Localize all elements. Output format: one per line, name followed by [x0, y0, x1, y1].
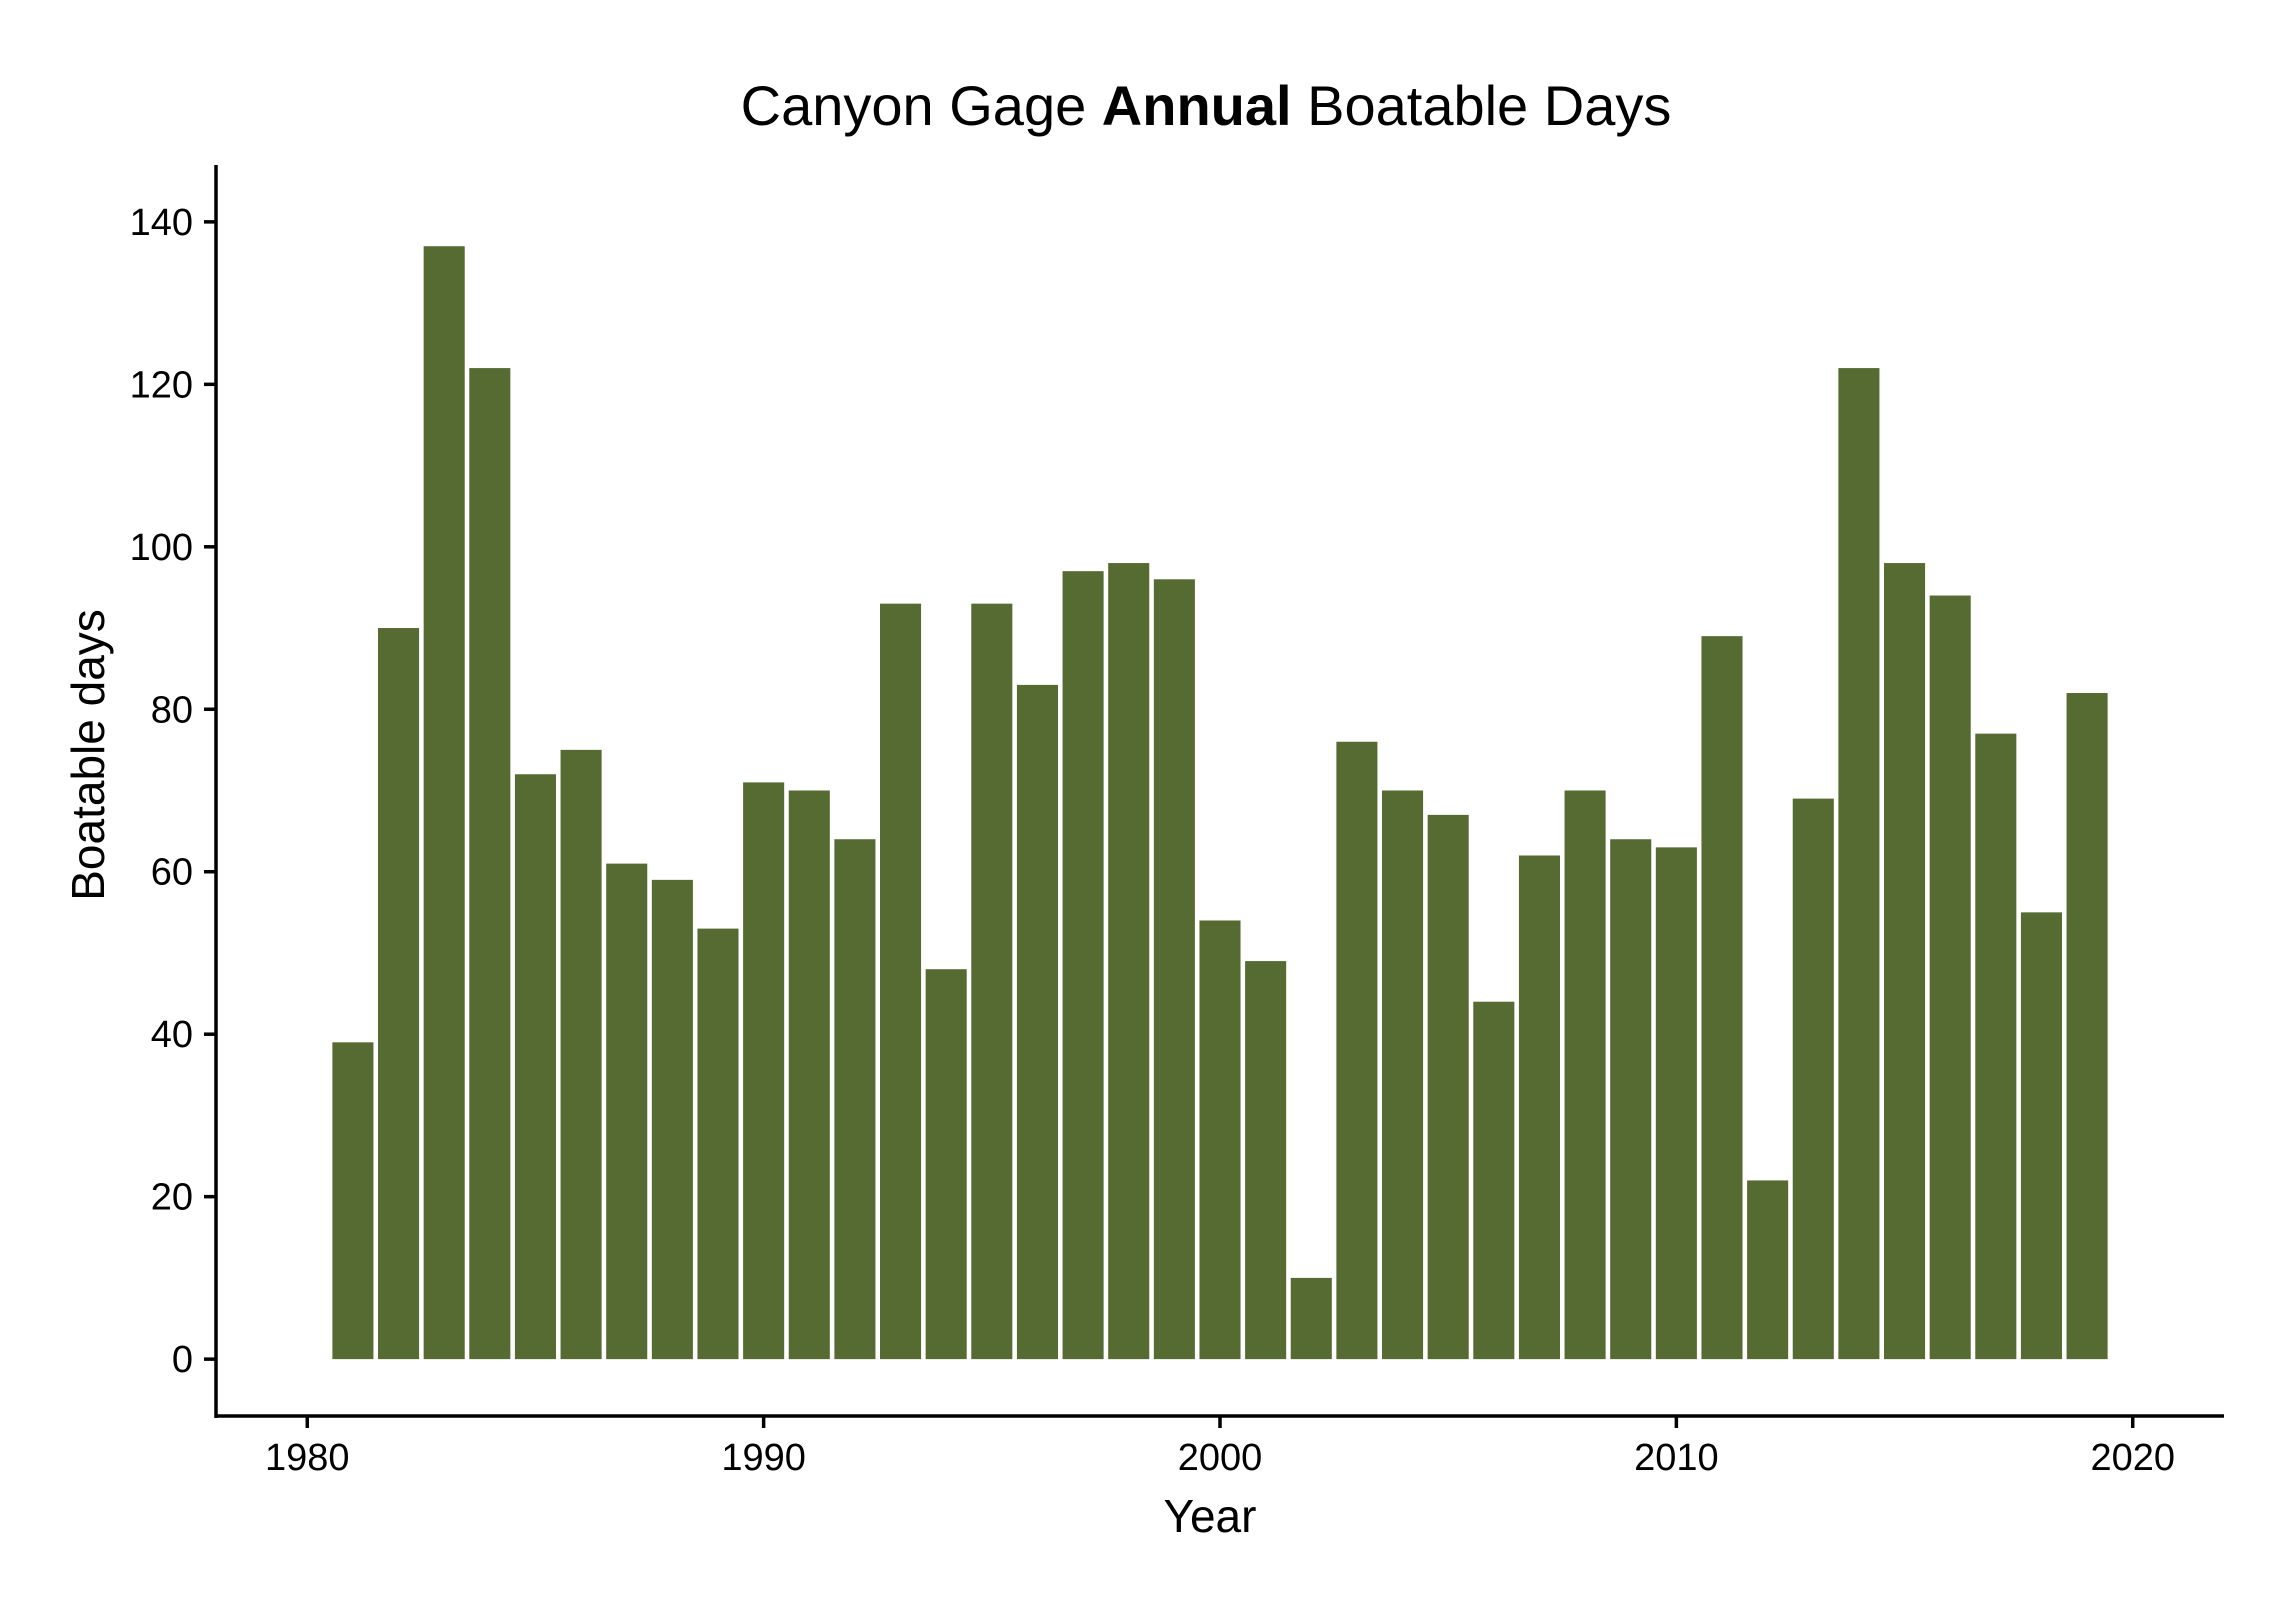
bar-2014 — [1838, 368, 1880, 1360]
bar-1984 — [469, 368, 511, 1360]
bar-1994 — [925, 969, 967, 1360]
bar-1986 — [560, 749, 602, 1360]
y-tick-label-40: 40 — [151, 1014, 193, 1056]
x-tick-label-1990: 1990 — [721, 1437, 806, 1479]
chart-title-emphasis: Annual — [1102, 74, 1292, 137]
bar-2008 — [1564, 790, 1606, 1360]
bar-1993 — [880, 603, 922, 1360]
bar-2006 — [1473, 1001, 1515, 1360]
bar-1990 — [743, 782, 785, 1360]
y-tick-label-80: 80 — [151, 689, 193, 731]
chart-title: Canyon Gage Annual Boatable Days — [741, 74, 1672, 137]
bar-1987 — [606, 863, 648, 1360]
bar-2013 — [1792, 798, 1834, 1360]
bar-1997 — [1062, 571, 1104, 1360]
bars-group — [332, 246, 2108, 1360]
y-tick-label-20: 20 — [151, 1177, 193, 1219]
x-tick-label-2020: 2020 — [2090, 1437, 2175, 1479]
y-tick-label-100: 100 — [130, 527, 193, 569]
bar-1996 — [1016, 684, 1058, 1360]
chart-title-suffix: Boatable Days — [1292, 74, 1672, 137]
bar-2015 — [1884, 563, 1926, 1360]
chart-title-prefix: Canyon Gage — [741, 74, 1102, 137]
bar-2005 — [1427, 814, 1469, 1360]
bar-2016 — [1929, 595, 1971, 1360]
bar-1989 — [697, 928, 739, 1360]
bar-2012 — [1747, 1180, 1789, 1360]
bar-1982 — [378, 628, 420, 1360]
bar-1998 — [1108, 563, 1150, 1360]
bar-2009 — [1610, 839, 1652, 1360]
x-tick-label-2000: 2000 — [1178, 1437, 1263, 1479]
bar-1988 — [651, 879, 693, 1360]
bar-1995 — [971, 603, 1013, 1360]
y-tick-label-60: 60 — [151, 852, 193, 894]
bar-2010 — [1655, 847, 1697, 1360]
bar-2003 — [1336, 741, 1378, 1360]
y-tick-label-140: 140 — [130, 202, 193, 244]
bar-1985 — [514, 774, 556, 1360]
bar-2000 — [1199, 920, 1241, 1360]
bar-2011 — [1701, 636, 1743, 1360]
bar-1992 — [834, 839, 876, 1360]
y-axis-title: Boatable days — [62, 609, 114, 901]
x-tick-label-2010: 2010 — [1634, 1437, 1719, 1479]
bar-2007 — [1518, 855, 1560, 1360]
y-tick-label-120: 120 — [130, 364, 193, 406]
bar-2019 — [2066, 693, 2108, 1360]
bar-2017 — [1975, 733, 2017, 1360]
x-axis-title: Year — [1164, 1490, 1257, 1542]
bar-1999 — [1153, 579, 1195, 1360]
x-tick-label-1980: 1980 — [265, 1437, 350, 1479]
y-tick-label-0: 0 — [172, 1339, 193, 1381]
bar-2001 — [1245, 961, 1287, 1360]
bar-1981 — [332, 1042, 374, 1360]
y-axis-ticks: 0 20 40 60 80 100 120 140 — [130, 202, 216, 1381]
bar-1983 — [423, 246, 465, 1360]
bar-1991 — [788, 790, 830, 1360]
bar-2018 — [2020, 912, 2062, 1360]
bar-2002 — [1290, 1277, 1332, 1360]
x-axis-ticks: 1980 1990 2000 2010 2020 — [265, 1416, 2175, 1479]
bar-2004 — [1382, 790, 1424, 1360]
